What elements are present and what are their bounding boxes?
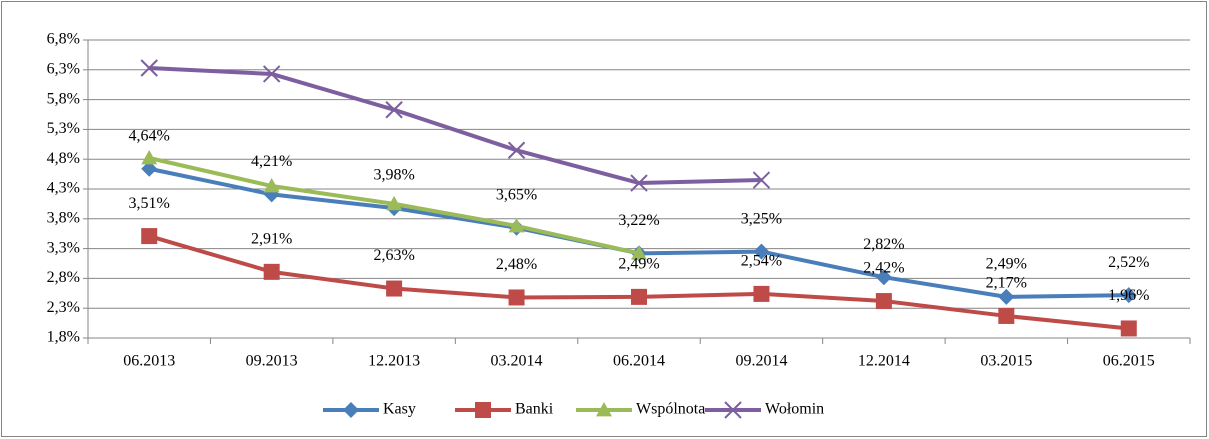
data-label: 3,22% [618, 212, 659, 229]
x-tick-label: 09.2013 [246, 353, 298, 370]
y-tick-label: 6,8% [47, 31, 80, 48]
legend-item: Kasy [323, 401, 416, 418]
y-tick-label: 2,8% [47, 269, 80, 286]
legend-label: Wspólnota [636, 401, 705, 418]
marker [141, 228, 158, 245]
x-tick-label: 03.2014 [491, 353, 543, 370]
marker [752, 171, 771, 189]
legend-label: Wołomin [765, 401, 824, 418]
marker [386, 195, 403, 211]
data-label: 1,96% [1108, 287, 1149, 304]
data-label: 2,91% [251, 231, 292, 248]
x-tick-label: 09.2014 [735, 353, 787, 370]
marker [1120, 287, 1137, 304]
marker [753, 243, 770, 260]
data-label: 3,98% [373, 167, 414, 184]
y-tick-label: 6,3% [47, 60, 80, 77]
data-label: 2,82% [863, 236, 904, 253]
data-label: 2,48% [496, 256, 537, 273]
y-tick-label: 5,8% [47, 90, 80, 107]
marker [343, 402, 359, 418]
y-tick-label: 4,8% [47, 150, 80, 167]
y-tick-label: 1,8% [47, 329, 80, 346]
y-tick-label: 3,8% [47, 209, 80, 226]
marker [631, 245, 647, 260]
data-label: 2,49% [986, 256, 1027, 273]
y-tick-label: 5,3% [47, 120, 80, 137]
data-label: 2,54% [741, 253, 782, 270]
data-label: 2,63% [373, 247, 414, 264]
marker [508, 289, 525, 306]
marker [386, 280, 403, 297]
data-label: 2,49% [618, 256, 659, 273]
data-label: 2,17% [986, 275, 1027, 292]
marker [753, 285, 770, 302]
marker [263, 263, 280, 280]
marker [385, 101, 403, 119]
marker [475, 402, 491, 418]
marker [263, 178, 280, 193]
data-label: 4,64% [129, 127, 170, 144]
legend-item: Wołomin [705, 401, 824, 419]
marker [1120, 320, 1137, 337]
marker [508, 217, 525, 233]
x-tick-label: 06.2015 [1103, 353, 1155, 370]
legend-item: Banki [455, 401, 554, 418]
marker [140, 59, 158, 77]
x-tick-label: 12.2013 [368, 353, 420, 370]
marker [141, 150, 158, 165]
data-label: 4,21% [251, 153, 292, 170]
y-tick-label: 2,3% [47, 299, 80, 316]
marker [875, 293, 892, 310]
data-label: 3,25% [741, 210, 782, 227]
x-tick-label: 12.2014 [858, 353, 910, 370]
marker [724, 401, 742, 419]
data-label: 2,52% [1108, 254, 1149, 271]
legend-label: Banki [515, 401, 554, 418]
series-line [149, 66, 762, 186]
marker [630, 174, 648, 192]
y-tick-label: 4,3% [47, 180, 80, 197]
marker [596, 402, 612, 417]
marker [998, 288, 1015, 305]
x-tick-label: 06.2014 [613, 353, 665, 370]
legend-item: Wspólnota [576, 401, 705, 418]
x-tick-label: 06.2013 [123, 353, 175, 370]
marker [631, 288, 647, 305]
data-label: 3,65% [496, 186, 537, 203]
marker [998, 307, 1015, 324]
marker [141, 160, 158, 177]
marker [875, 269, 892, 286]
legend-label: Kasy [383, 401, 416, 418]
x-tick-label: 03.2015 [980, 353, 1032, 370]
y-tick-label: 3,3% [47, 239, 80, 256]
marker [507, 141, 526, 159]
data-label: 3,51% [129, 195, 170, 212]
data-label: 2,42% [863, 260, 904, 277]
marker [262, 65, 281, 83]
